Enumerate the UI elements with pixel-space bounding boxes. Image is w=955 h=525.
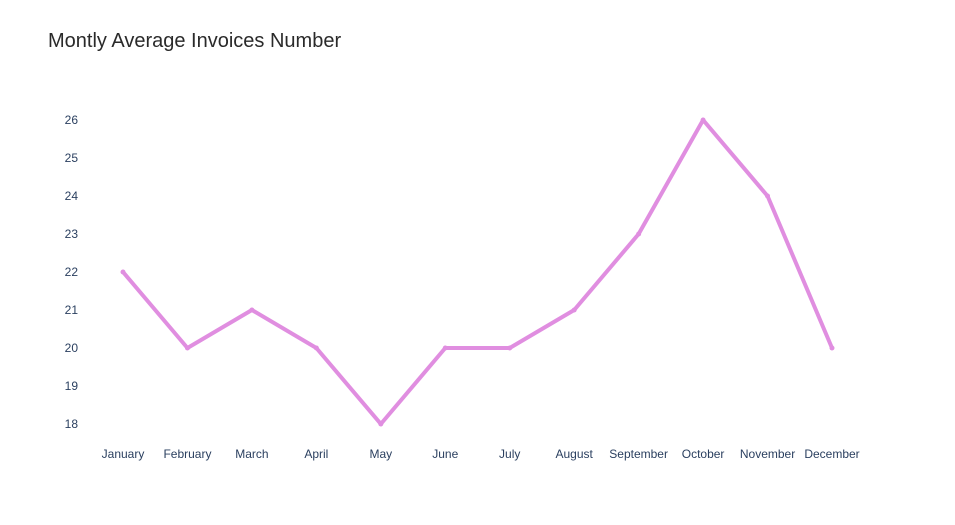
data-point[interactable] xyxy=(700,117,706,123)
data-point[interactable] xyxy=(184,345,190,351)
x-tick-label: September xyxy=(609,447,668,461)
data-point[interactable] xyxy=(636,231,642,237)
data-point[interactable] xyxy=(765,193,771,199)
data-point[interactable] xyxy=(442,345,448,351)
x-tick-label: August xyxy=(556,447,594,461)
x-tick-label: January xyxy=(102,447,145,461)
x-tick-label: June xyxy=(432,447,458,461)
data-point[interactable] xyxy=(507,345,513,351)
y-tick-label: 19 xyxy=(65,379,79,393)
data-point[interactable] xyxy=(378,421,384,427)
x-tick-label: October xyxy=(682,447,725,461)
y-tick-label: 21 xyxy=(65,303,79,317)
y-tick-label: 18 xyxy=(65,417,79,431)
x-tick-label: May xyxy=(369,447,392,461)
x-tick-label: April xyxy=(304,447,328,461)
y-tick-label: 24 xyxy=(65,189,79,203)
data-point[interactable] xyxy=(313,345,319,351)
x-tick-label: February xyxy=(163,447,211,461)
x-tick-label: March xyxy=(235,447,268,461)
x-tick-label: July xyxy=(499,447,520,461)
y-tick-label: 23 xyxy=(65,227,79,241)
data-point[interactable] xyxy=(829,345,835,351)
data-point[interactable] xyxy=(120,269,126,275)
x-tick-label: November xyxy=(740,447,795,461)
data-point[interactable] xyxy=(571,307,577,313)
data-point[interactable] xyxy=(249,307,255,313)
y-tick-label: 22 xyxy=(65,265,79,279)
chart-title: Montly Average Invoices Number xyxy=(48,30,342,52)
y-tick-label: 25 xyxy=(65,151,79,165)
series-line xyxy=(121,118,834,426)
x-tick-label: December xyxy=(804,447,859,461)
y-tick-label: 26 xyxy=(65,113,79,127)
y-tick-label: 20 xyxy=(65,341,79,355)
